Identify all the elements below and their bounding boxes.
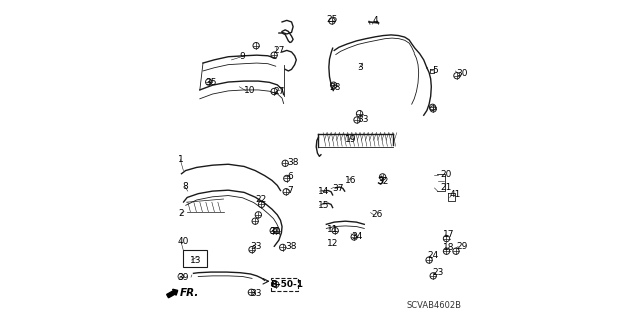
Text: 23: 23 xyxy=(432,268,444,277)
Text: 12: 12 xyxy=(327,239,339,248)
Text: 39: 39 xyxy=(177,273,189,282)
Bar xyxy=(271,278,298,291)
Text: 25: 25 xyxy=(326,15,338,24)
Text: 24: 24 xyxy=(428,251,439,260)
Text: 27: 27 xyxy=(273,46,285,55)
Text: 6: 6 xyxy=(287,172,293,182)
Text: 11: 11 xyxy=(327,225,339,234)
FancyArrow shape xyxy=(166,289,178,298)
Text: 33: 33 xyxy=(357,115,369,124)
Text: FR.: FR. xyxy=(180,288,200,298)
Text: 15: 15 xyxy=(317,201,329,210)
Text: 20: 20 xyxy=(441,170,452,179)
Text: 33: 33 xyxy=(250,242,262,251)
Text: 30: 30 xyxy=(456,69,467,78)
Text: 19: 19 xyxy=(345,135,356,145)
Text: 40: 40 xyxy=(177,237,188,246)
Text: 2: 2 xyxy=(179,209,184,218)
Text: B-50-1: B-50-1 xyxy=(269,280,303,289)
Text: 8: 8 xyxy=(182,182,188,191)
Text: 5: 5 xyxy=(432,66,438,76)
Text: 13: 13 xyxy=(189,256,201,264)
Text: 38: 38 xyxy=(285,242,297,251)
Text: 7: 7 xyxy=(287,186,293,195)
Text: 35: 35 xyxy=(205,78,217,87)
Text: 27: 27 xyxy=(273,87,285,96)
Text: 3: 3 xyxy=(357,63,363,72)
Text: 14: 14 xyxy=(317,187,329,196)
Text: 38: 38 xyxy=(288,158,300,167)
Text: 9: 9 xyxy=(239,52,245,61)
Text: 33: 33 xyxy=(250,289,261,298)
Text: 17: 17 xyxy=(444,230,455,239)
Text: SCVAB4602B: SCVAB4602B xyxy=(407,301,462,310)
Text: 18: 18 xyxy=(444,243,455,252)
Text: 21: 21 xyxy=(441,183,452,192)
Text: 1: 1 xyxy=(178,155,184,164)
Text: 37: 37 xyxy=(333,184,344,193)
Text: 22: 22 xyxy=(255,196,266,204)
Text: 32: 32 xyxy=(378,176,389,186)
Text: 34: 34 xyxy=(351,232,363,241)
Text: 31: 31 xyxy=(269,227,281,236)
Text: 10: 10 xyxy=(243,86,255,95)
Text: 4: 4 xyxy=(373,17,378,26)
Text: 41: 41 xyxy=(450,190,461,199)
Text: 28: 28 xyxy=(330,83,341,92)
Text: 16: 16 xyxy=(346,175,356,185)
Text: 29: 29 xyxy=(456,242,467,251)
Bar xyxy=(184,250,207,267)
Text: 26: 26 xyxy=(371,210,383,219)
